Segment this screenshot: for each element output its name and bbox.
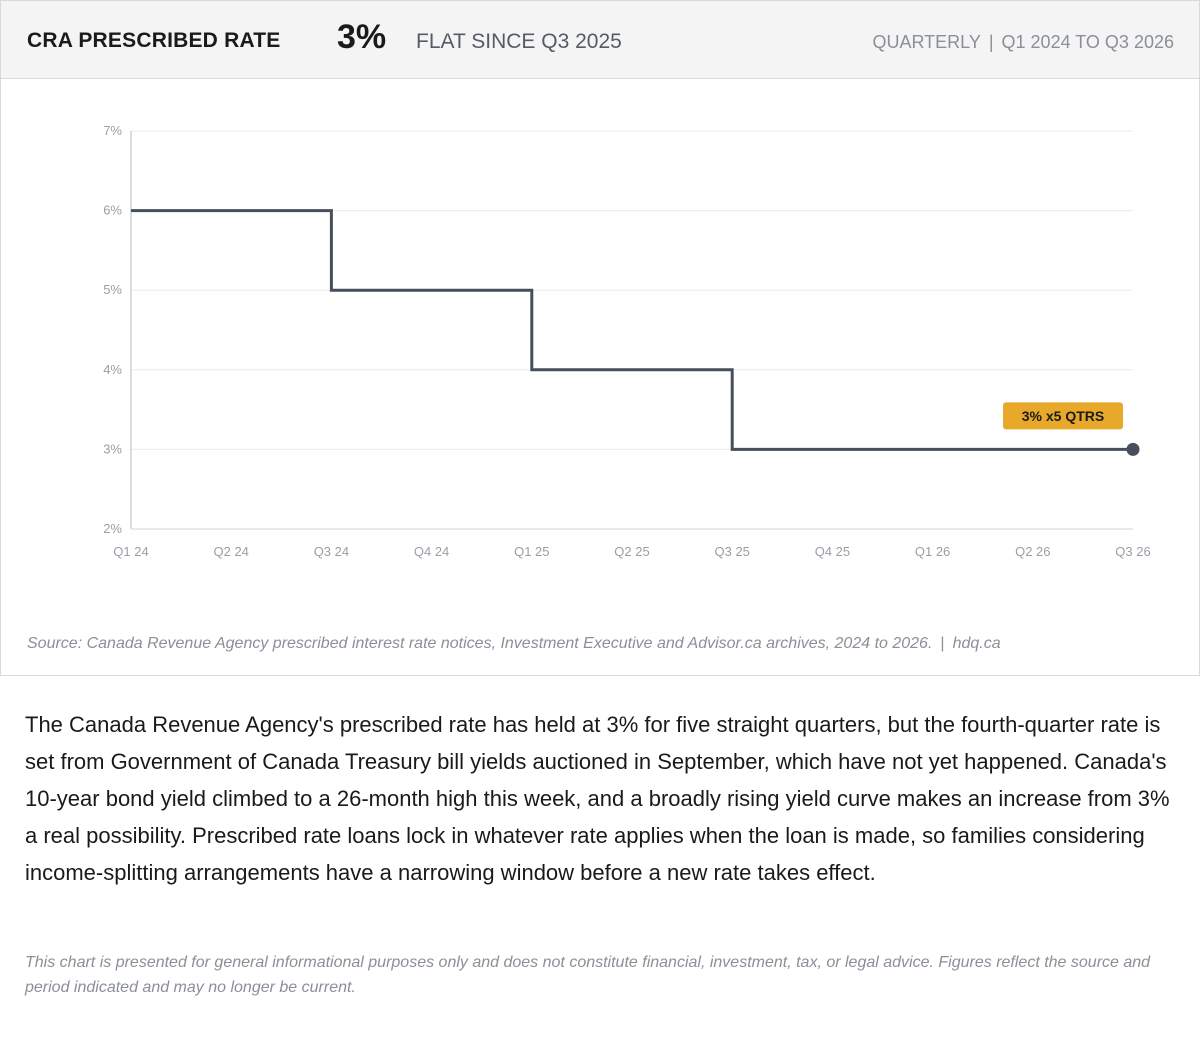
x-tick-label: Q2 24 [213, 544, 248, 559]
x-tick-label: Q3 26 [1115, 544, 1150, 559]
x-tick-label: Q1 25 [514, 544, 549, 559]
x-tick-label: Q2 26 [1015, 544, 1050, 559]
period-range: Q1 2024 TO Q3 2026 [1001, 32, 1174, 52]
source-separator: | [940, 635, 945, 652]
period-info: QUARTERLY | Q1 2024 TO Q3 2026 [872, 32, 1174, 53]
x-tick-label: Q4 24 [414, 544, 449, 559]
chart-title: CRA PRESCRIBED RATE [27, 29, 281, 52]
y-tick-label: 6% [103, 203, 122, 218]
frequency-label: QUARTERLY [872, 32, 981, 52]
annotation-badge [1003, 402, 1123, 430]
source-text: Source: Canada Revenue Agency prescribed… [27, 635, 933, 652]
x-tick-label: Q3 25 [714, 544, 749, 559]
disclaimer-text: This chart is presented for general info… [25, 954, 1151, 996]
article-body: The Canada Revenue Agency's prescribed r… [25, 712, 1170, 885]
chart-card: CRA PRESCRIBED RATE 3% FLAT SINCE Q3 202… [0, 0, 1200, 676]
y-tick-label: 7% [103, 123, 122, 138]
y-tick-label: 2% [103, 521, 122, 536]
rate-series-line [131, 209, 1133, 451]
x-tick-label: Q4 25 [815, 544, 850, 559]
source-note: Source: Canada Revenue Agency prescribed… [27, 635, 1001, 653]
x-tick-label: Q1 26 [915, 544, 950, 559]
annotation-label: 3% x5 QTRS [1022, 408, 1104, 424]
y-tick-label: 3% [103, 441, 122, 456]
source-site: hdq.ca [952, 635, 1001, 652]
x-tick-label: Q3 24 [314, 544, 349, 559]
current-rate-value: 3% [337, 18, 387, 56]
step-line-chart: 2% 3% 4% 5% 6% 7% Q1 24 Q2 24 Q3 24 Q4 24 Q1 25 Q2 … [103, 123, 1151, 559]
y-tick-label: 5% [103, 282, 122, 297]
x-tick-label: Q1 24 [113, 544, 148, 559]
rate-status: FLAT SINCE Q3 2025 [416, 30, 622, 53]
latest-data-point [1126, 442, 1140, 456]
x-tick-label: Q2 25 [614, 544, 649, 559]
period-separator: | [988, 32, 994, 52]
chart-header: CRA PRESCRIBED RATE 3% FLAT SINCE Q3 202… [1, 1, 1199, 79]
y-tick-label: 4% [103, 362, 122, 377]
